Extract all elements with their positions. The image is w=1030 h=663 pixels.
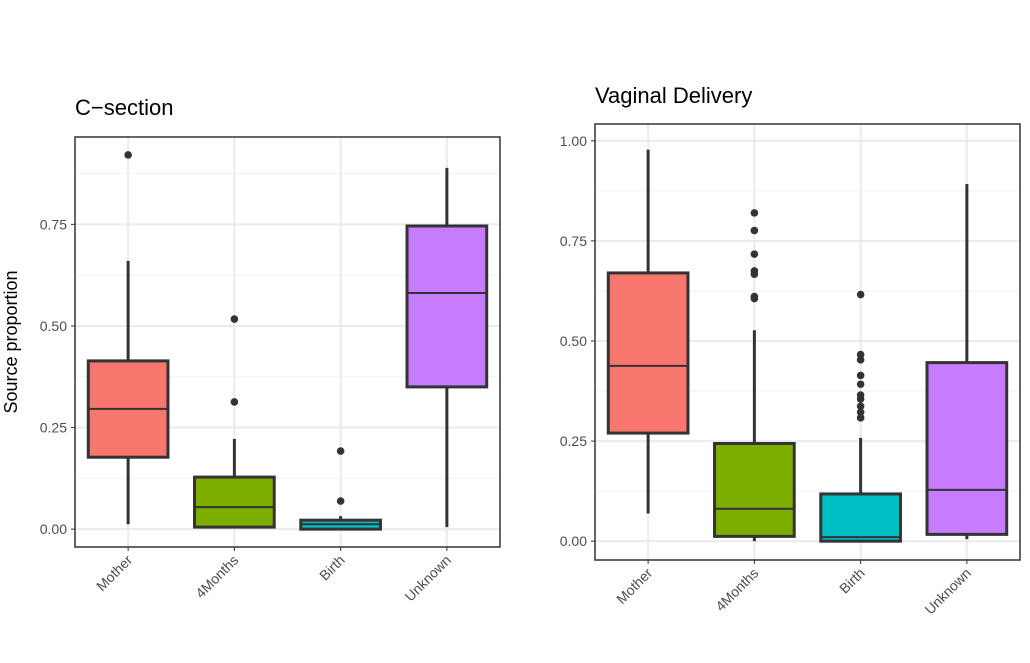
box-iqr (405, 224, 489, 389)
y-tick-label: 0.75 (40, 216, 67, 232)
panel-title: C−section (75, 95, 173, 120)
box-Birth (819, 290, 902, 543)
outlier-point (230, 315, 239, 323)
y-tick-label: 0.50 (40, 318, 67, 334)
panel-1: Vaginal Delivery 0.00 0.25 0.50 0.75 1.00 Moth… (560, 83, 1021, 618)
y-tick-label: 0.25 (40, 420, 67, 436)
box-iqr (606, 271, 690, 435)
outlier-point (124, 151, 132, 159)
x-tick-label: Unknown (401, 552, 454, 605)
y-axis-label: Source proportion (1, 270, 21, 413)
outlier-point (856, 408, 865, 417)
box-Birth (299, 447, 382, 531)
box-iqr (193, 475, 276, 529)
panel-0: C−section 0.00 0.25 0.50 0.75 Mother 4Months Bi… (1, 95, 501, 605)
outlier-point (336, 447, 345, 455)
outlier-point (750, 292, 759, 301)
y-tick-label: 1.00 (560, 133, 587, 149)
outlier-point (856, 356, 865, 364)
x-tick-label: Unknown (921, 565, 974, 618)
x-tick-label: 4Months (192, 552, 241, 601)
box-iqr (819, 492, 902, 543)
outlier-point (856, 290, 865, 299)
outlier-point (856, 350, 865, 359)
x-tick-label: Birth (836, 565, 868, 597)
y-tick-label: 0.00 (40, 521, 67, 537)
y-tick-label: 0.25 (560, 433, 587, 449)
panel-border (594, 123, 1021, 561)
panel-title: Vaginal Delivery (595, 83, 752, 108)
outlier-point (856, 414, 865, 422)
outlier-point (336, 497, 345, 505)
box-4Months (713, 209, 796, 542)
outlier-point (856, 380, 865, 389)
y-tick-label: 0.00 (560, 533, 587, 549)
y-tick-label: 0.75 (560, 233, 587, 249)
y-tick-label: 0.50 (560, 333, 587, 349)
box-iqr (925, 361, 1009, 536)
outlier-point (856, 391, 865, 399)
panel-border (74, 136, 501, 548)
x-tick-label: Birth (316, 552, 348, 584)
box-iqr (713, 441, 796, 538)
x-tick-label: 4Months (712, 565, 761, 614)
outlier-point (750, 267, 759, 275)
box-4Months (193, 315, 276, 529)
box-Mother (86, 151, 170, 525)
outlier-point (856, 402, 865, 411)
x-tick-label: Mother (93, 552, 135, 594)
outlier-point (750, 209, 759, 217)
outlier-point (750, 250, 759, 258)
outlier-point (230, 398, 239, 406)
box-Unknown (925, 184, 1009, 540)
outlier-point (856, 371, 865, 380)
box-Mother (606, 149, 690, 514)
outlier-point (750, 226, 759, 235)
box-Unknown (405, 167, 489, 528)
x-tick-label: Mother (613, 565, 655, 607)
